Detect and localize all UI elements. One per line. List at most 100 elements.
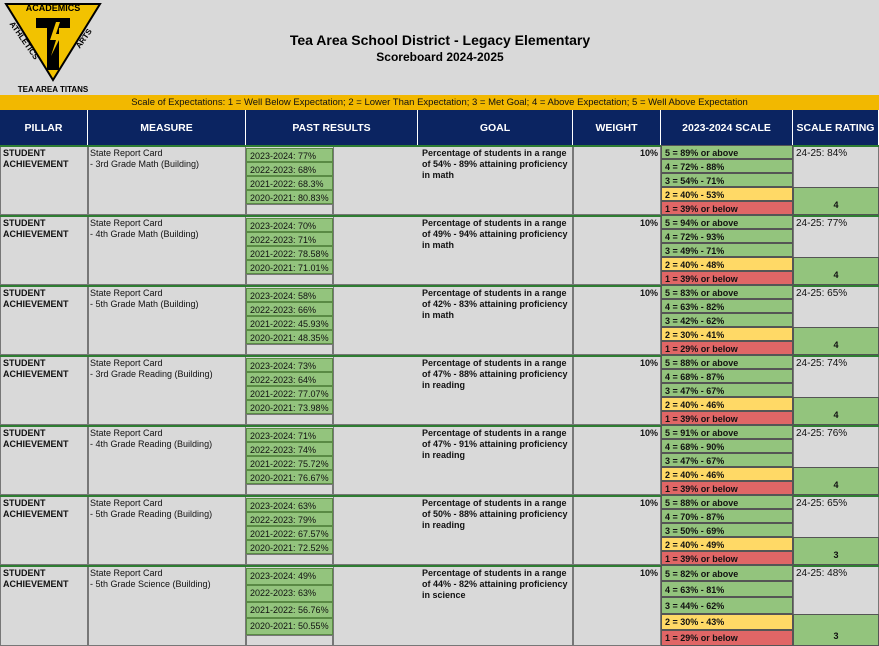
measure: - 5th Grade Reading (Building) [90, 509, 213, 519]
past-result: 2023-2024: 49% [246, 568, 333, 585]
past-result: 2021-2022: 75.72% [246, 456, 333, 470]
past-result: 2021-2022: 67.57% [246, 526, 333, 540]
measure: - 3rd Grade Reading (Building) [90, 369, 213, 379]
past-blank [246, 414, 333, 425]
column-header: PAST RESULTS [246, 110, 418, 145]
rating-label: 24-25: 65% [796, 498, 848, 509]
measure: - 5th Grade Math (Building) [90, 299, 199, 309]
scale-level: 5 = 88% or above [661, 495, 793, 509]
scale-level: 4 = 70% - 87% [661, 509, 793, 523]
row-separator [0, 285, 879, 287]
rating: 4 [793, 327, 879, 355]
pillar: STUDENT ACHIEVEMENT [3, 218, 69, 239]
weight: 10% [639, 288, 658, 298]
past-result: 2020-2021: 48.35% [246, 330, 333, 344]
past-result: 2021-2022: 45.93% [246, 316, 333, 330]
column-header: PILLAR [0, 110, 88, 145]
scale-level: 1 = 39% or below [661, 551, 793, 565]
past-result: 2021-2022: 77.07% [246, 386, 333, 400]
logo: ACADEMICS ATHLETICS ARTS TEA AREA TITANS [4, 3, 102, 94]
rating-label: 24-25: 84% [796, 148, 848, 159]
weight: 10% [639, 358, 658, 368]
scale-level: 2 = 40% - 46% [661, 467, 793, 481]
logo-text: TEA AREA TITANS [18, 85, 89, 94]
past-result: 2020-2021: 72.52% [246, 540, 333, 554]
pillar: STUDENT ACHIEVEMENT [3, 358, 69, 379]
rating: 4 [793, 467, 879, 495]
measure: State Report Card [90, 498, 163, 508]
scale-level: 2 = 40% - 48% [661, 257, 793, 271]
past-result: 2021-2022: 68.3% [246, 176, 333, 190]
logo-bolt [50, 22, 62, 56]
scale-level: 5 = 94% or above [661, 215, 793, 229]
scale-level: 1 = 39% or below [661, 481, 793, 495]
scale-level: 4 = 68% - 90% [661, 439, 793, 453]
row-separator [0, 145, 879, 147]
past-result: 2022-2023: 66% [246, 302, 333, 316]
measure: - 4th Grade Reading (Building) [90, 439, 213, 449]
pillar: STUDENT ACHIEVEMENT [3, 288, 69, 309]
past-result: 2020-2021: 71.01% [246, 260, 333, 274]
past-result: 2020-2021: 80.83% [246, 190, 333, 204]
pillar: STUDENT ACHIEVEMENT [3, 498, 69, 519]
row-separator [0, 425, 879, 427]
goal: Percentage of students in a range of 44%… [422, 568, 568, 600]
logo-text: ACADEMICS [26, 3, 81, 13]
past-blank [246, 204, 333, 215]
scale-level: 2 = 40% - 49% [661, 537, 793, 551]
measure: State Report Card [90, 358, 163, 368]
past-result: 2023-2024: 73% [246, 358, 333, 372]
past-result: 2022-2023: 63% [246, 584, 333, 602]
past-blank [246, 274, 333, 285]
scale-level: 1 = 29% or below [661, 341, 793, 355]
goal: Percentage of students in a range of 42%… [422, 288, 568, 320]
past-result: 2023-2024: 71% [246, 428, 333, 442]
scale-level: 3 = 47% - 67% [661, 383, 793, 397]
column-header: SCALE RATING [793, 110, 879, 145]
rating: 4 [793, 187, 879, 215]
rating: 3 [793, 613, 879, 646]
past-blank [246, 484, 333, 495]
column-header: 2023-2024 SCALE [661, 110, 793, 145]
rating: 3 [793, 537, 879, 565]
scale-level: 5 = 88% or above [661, 355, 793, 369]
scale-level: 2 = 30% - 43% [661, 613, 793, 630]
scale-level: 5 = 83% or above [661, 285, 793, 299]
scale-level: 4 = 72% - 88% [661, 159, 793, 173]
weight: 10% [639, 218, 658, 228]
past-result: 2021-2022: 56.76% [246, 601, 333, 619]
past-blank [246, 344, 333, 355]
scale-level: 2 = 30% - 41% [661, 327, 793, 341]
column-header: MEASURE [88, 110, 246, 145]
weight: 10% [639, 568, 658, 578]
scale-level: 4 = 63% - 82% [661, 299, 793, 313]
rating-label: 24-25: 76% [796, 428, 848, 439]
rating-label: 24-25: 65% [796, 288, 848, 299]
scale-level: 4 = 63% - 81% [661, 581, 793, 598]
row-separator [0, 565, 879, 567]
measure: - 4th Grade Math (Building) [90, 229, 199, 239]
scale-level: 3 = 54% - 71% [661, 173, 793, 187]
scale-level: 5 = 89% or above [661, 145, 793, 159]
past-result: 2020-2021: 76.67% [246, 470, 333, 484]
rating: 4 [793, 257, 879, 285]
scale-level: 4 = 68% - 87% [661, 369, 793, 383]
scale-level: 3 = 47% - 67% [661, 453, 793, 467]
past-result: 2022-2023: 64% [246, 372, 333, 386]
scale-level: 4 = 72% - 93% [661, 229, 793, 243]
weight: 10% [639, 428, 658, 438]
past-result: 2020-2021: 73.98% [246, 400, 333, 414]
scale-level: 3 = 49% - 71% [661, 243, 793, 257]
scale-level: 5 = 82% or above [661, 565, 793, 582]
measure: - 3rd Grade Math (Building) [90, 159, 200, 169]
scale-level: 1 = 29% or below [661, 629, 793, 646]
measure: State Report Card [90, 428, 163, 438]
past-result: 2023-2024: 70% [246, 218, 333, 232]
goal: Percentage of students in a range of 50%… [422, 498, 568, 530]
column-header: GOAL [418, 110, 573, 145]
past-result: 2023-2024: 77% [246, 148, 333, 162]
pillar: STUDENT ACHIEVEMENT [3, 148, 69, 169]
title: Tea Area School District - Legacy Elemen… [289, 32, 591, 48]
goal: Percentage of students in a range of 54%… [422, 148, 568, 180]
